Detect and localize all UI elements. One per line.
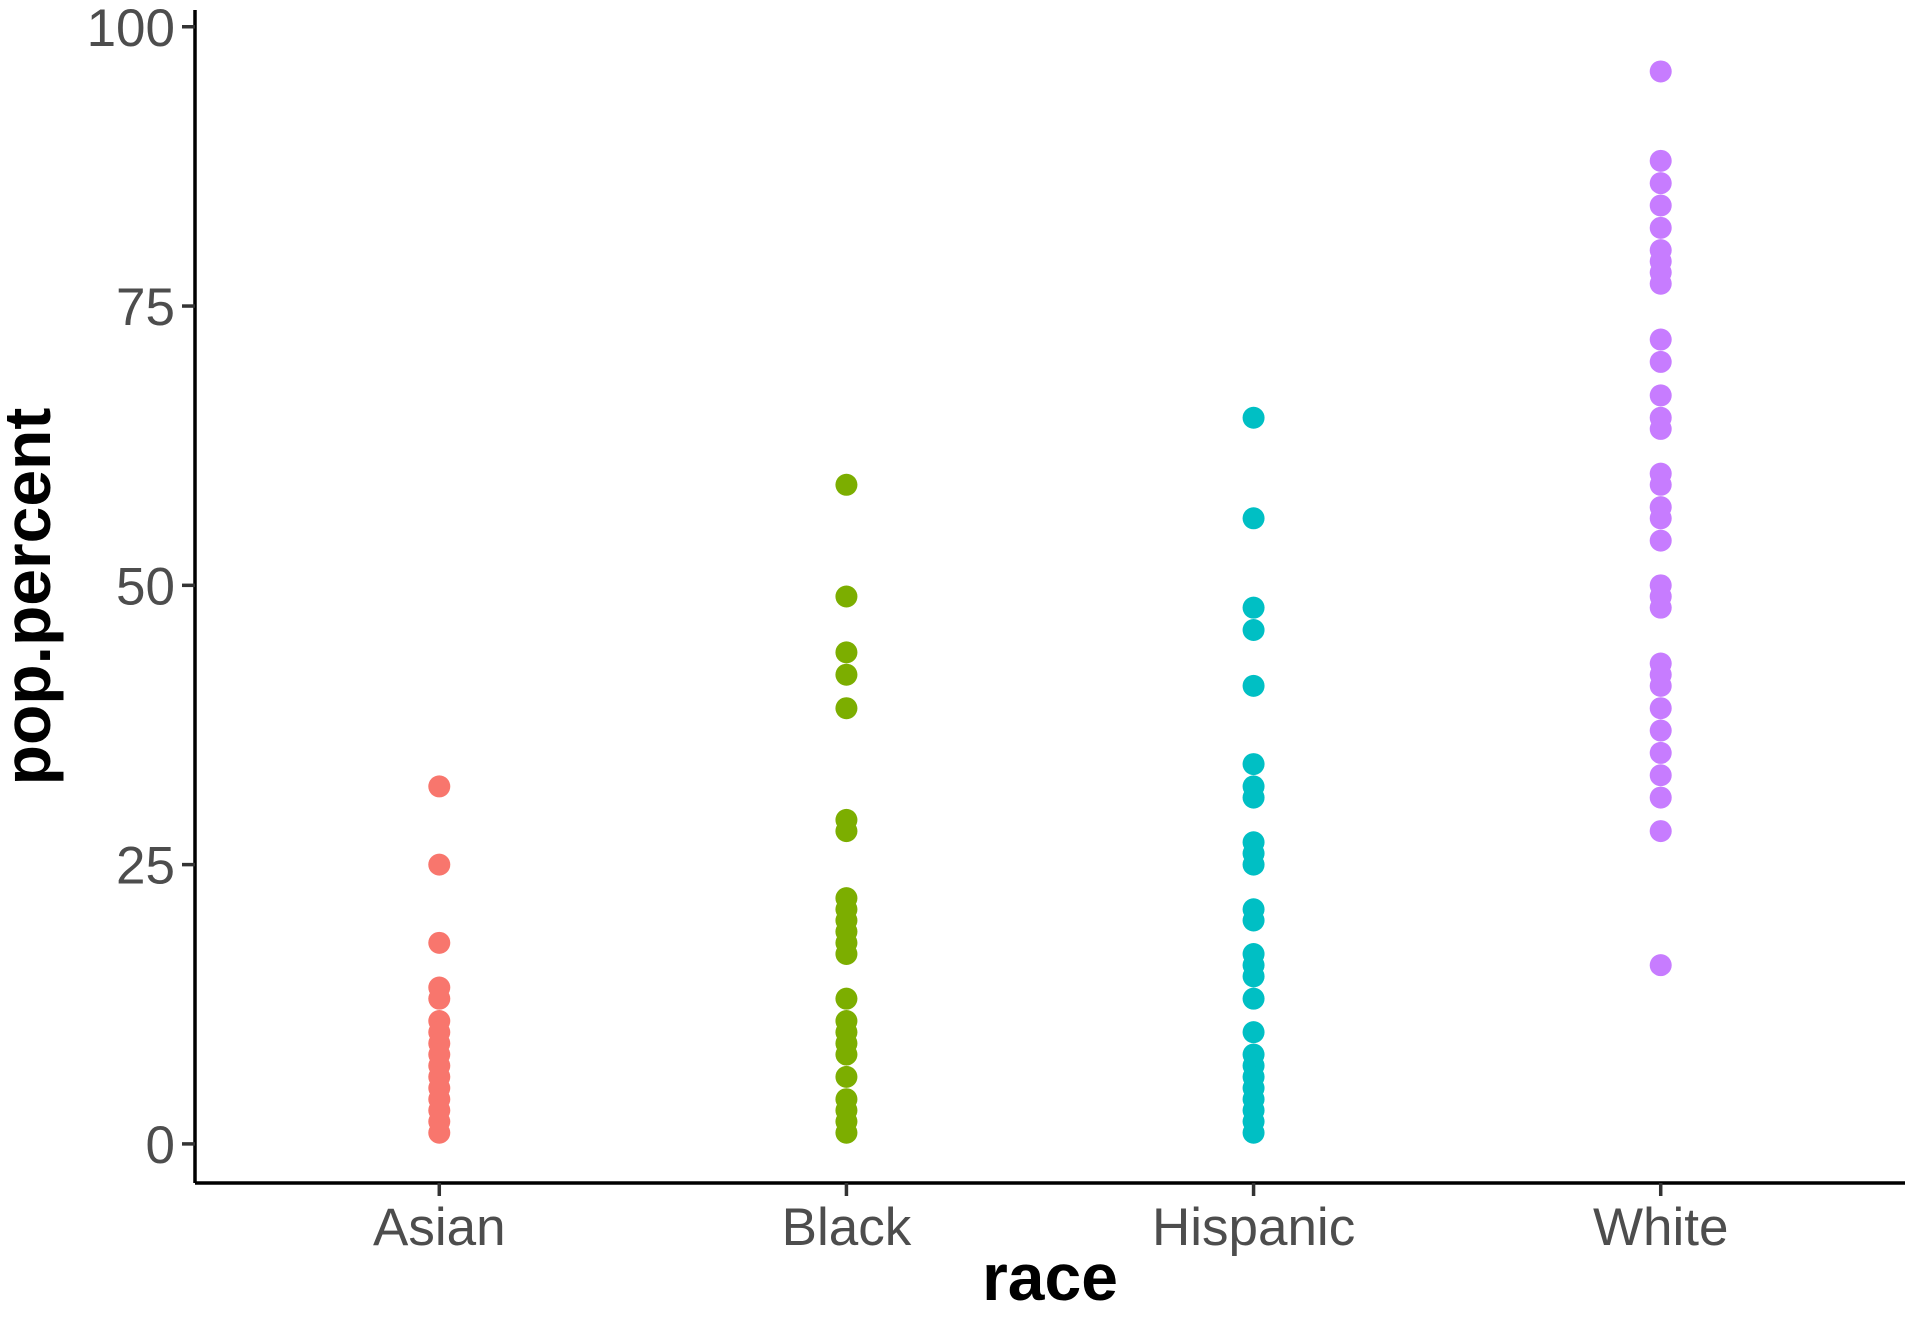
data-point-black xyxy=(835,1121,858,1144)
data-point-asian xyxy=(428,931,451,954)
points-layer xyxy=(428,60,1672,1144)
data-point-hispanic xyxy=(1242,619,1265,642)
data-point-white xyxy=(1649,786,1672,809)
data-point-black xyxy=(835,585,858,608)
data-point-white xyxy=(1649,697,1672,720)
y-tick-label: 75 xyxy=(116,278,175,337)
y-tick-label: 0 xyxy=(146,1116,175,1175)
data-point-white xyxy=(1649,328,1672,351)
x-tick-label: White xyxy=(1593,1198,1728,1257)
data-point-asian xyxy=(428,853,451,876)
data-point-white xyxy=(1649,719,1672,742)
x-axis-title: race xyxy=(982,1240,1118,1314)
data-point-asian xyxy=(428,987,451,1010)
data-point-white xyxy=(1649,417,1672,440)
data-point-white xyxy=(1649,529,1672,552)
data-point-hispanic xyxy=(1242,965,1265,988)
data-point-black xyxy=(835,820,858,843)
y-tick-label: 25 xyxy=(116,837,175,896)
y-tick-label: 100 xyxy=(87,0,175,58)
data-point-black xyxy=(835,697,858,720)
data-point-white xyxy=(1649,194,1672,217)
data-point-black xyxy=(835,641,858,664)
data-point-white xyxy=(1649,384,1672,407)
data-point-hispanic xyxy=(1242,909,1265,932)
data-point-hispanic xyxy=(1242,596,1265,619)
y-axis-title: pop.percent xyxy=(0,408,64,786)
data-point-black xyxy=(835,942,858,965)
data-point-white xyxy=(1649,473,1672,496)
data-point-white xyxy=(1649,954,1672,977)
data-point-hispanic xyxy=(1242,1121,1265,1144)
data-point-black xyxy=(835,987,858,1010)
data-point-hispanic xyxy=(1242,674,1265,697)
y-tick-label: 50 xyxy=(116,557,175,616)
data-point-asian xyxy=(428,1121,451,1144)
data-point-white xyxy=(1649,674,1672,697)
data-point-white xyxy=(1649,350,1672,373)
data-point-hispanic xyxy=(1242,753,1265,776)
data-point-white xyxy=(1649,272,1672,295)
data-point-white xyxy=(1649,820,1672,843)
data-point-black xyxy=(835,473,858,496)
data-point-asian xyxy=(428,775,451,798)
data-point-hispanic xyxy=(1242,406,1265,429)
data-point-hispanic xyxy=(1242,786,1265,809)
data-point-black xyxy=(835,1065,858,1088)
data-point-hispanic xyxy=(1242,507,1265,530)
x-tick-label: Hispanic xyxy=(1152,1198,1355,1257)
data-point-white xyxy=(1649,216,1672,239)
data-point-white xyxy=(1649,507,1672,530)
x-tick-label: Asian xyxy=(373,1198,506,1257)
data-point-white xyxy=(1649,172,1672,195)
data-point-white xyxy=(1649,596,1672,619)
data-point-black xyxy=(835,1043,858,1066)
x-tick-label: Black xyxy=(782,1198,912,1257)
data-point-hispanic xyxy=(1242,853,1265,876)
data-point-white xyxy=(1649,149,1672,172)
data-point-white xyxy=(1649,60,1672,83)
data-point-black xyxy=(835,663,858,686)
data-point-hispanic xyxy=(1242,987,1265,1010)
data-point-hispanic xyxy=(1242,1021,1265,1044)
data-point-white xyxy=(1649,741,1672,764)
x-axis-ticks: Asian Black Hispanic White xyxy=(373,1183,1728,1257)
data-point-white xyxy=(1649,764,1672,787)
y-axis-ticks: 0 25 50 75 100 xyxy=(87,0,195,1175)
